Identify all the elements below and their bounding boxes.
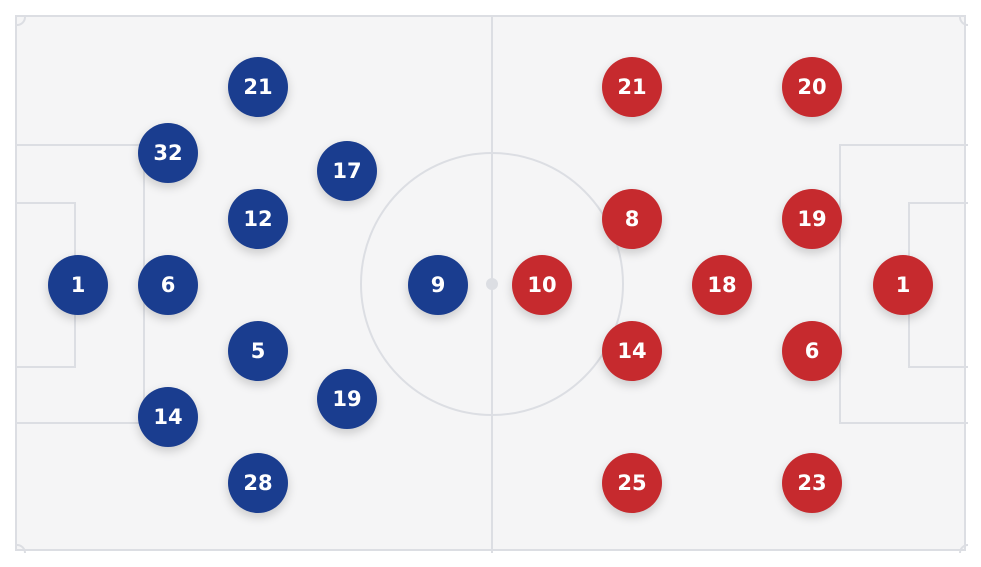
away-player-marker[interactable]: 25 (602, 453, 662, 513)
home-player-marker[interactable]: 17 (317, 141, 377, 201)
away-player-marker[interactable]: 18 (692, 255, 752, 315)
home-player-marker[interactable]: 21 (228, 57, 288, 117)
away-penalty-area (839, 144, 968, 424)
away-player-marker[interactable]: 6 (782, 321, 842, 381)
away-player-marker[interactable]: 10 (512, 255, 572, 315)
home-player-marker[interactable]: 6 (138, 255, 198, 315)
home-player-marker[interactable]: 28 (228, 453, 288, 513)
away-player-marker[interactable]: 23 (782, 453, 842, 513)
center-circle (360, 152, 624, 416)
center-spot (486, 278, 498, 290)
home-player-marker[interactable]: 1 (48, 255, 108, 315)
corner-arc-bottom-right (959, 544, 968, 553)
corner-arc-top-right (959, 17, 968, 26)
home-player-marker[interactable]: 32 (138, 123, 198, 183)
away-player-marker[interactable]: 1 (873, 255, 933, 315)
away-player-marker[interactable]: 20 (782, 57, 842, 117)
away-player-marker[interactable]: 8 (602, 189, 662, 249)
home-player-marker[interactable]: 9 (408, 255, 468, 315)
corner-arc-bottom-left (17, 544, 26, 553)
away-player-marker[interactable]: 21 (602, 57, 662, 117)
away-player-marker[interactable]: 19 (782, 189, 842, 249)
corner-arc-top-left (17, 17, 26, 26)
away-player-marker[interactable]: 14 (602, 321, 662, 381)
home-player-marker[interactable]: 19 (317, 369, 377, 429)
home-player-marker[interactable]: 5 (228, 321, 288, 381)
home-player-marker[interactable]: 14 (138, 387, 198, 447)
home-player-marker[interactable]: 12 (228, 189, 288, 249)
